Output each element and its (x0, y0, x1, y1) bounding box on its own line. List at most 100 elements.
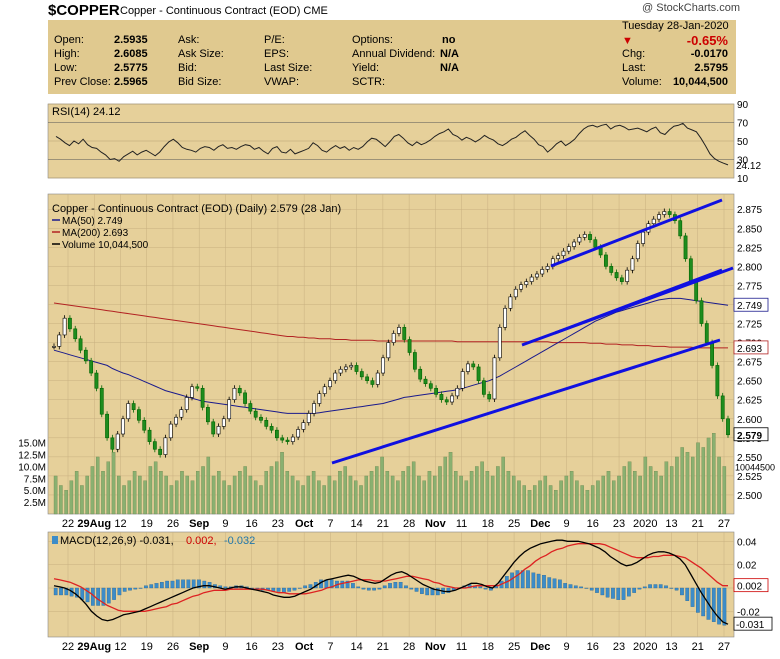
candle-body-122 (699, 300, 704, 324)
volume-bar-11 (111, 452, 116, 515)
macd-hist-bar-10 (106, 587, 111, 604)
candle-body-29 (206, 407, 210, 423)
macd-hist-bar-64 (393, 582, 398, 589)
macd-hist-bar-74 (446, 587, 451, 593)
candle-body-25 (184, 397, 189, 410)
candle-body-67 (407, 339, 412, 353)
macd-hist-bar-72 (435, 587, 440, 596)
candle-body-113 (651, 218, 656, 225)
volume-bar-5 (80, 485, 84, 515)
volume-bar-97 (564, 475, 569, 515)
chg-label: Chg: (622, 48, 646, 60)
quote-date: Tuesday 28-Jan-2020 (622, 20, 729, 32)
macd-x-tick-label-18: Dec (530, 641, 550, 653)
volume-bar-57 (353, 480, 358, 515)
dividend-label: Annual Dividend: (352, 48, 436, 60)
macd-hist-bar-115 (664, 585, 668, 589)
volume-bar-33 (227, 485, 232, 515)
candle-body-97 (566, 246, 571, 252)
candle-body-8 (94, 372, 99, 389)
volume-bar-9 (101, 471, 105, 515)
candle-body-99 (577, 237, 582, 243)
volume-bar-45 (290, 475, 295, 515)
x-tick-label-12: 21 (377, 518, 389, 530)
candle-body-75 (450, 395, 454, 403)
volume-bar-62 (380, 456, 384, 515)
legend-label-1: MA(200) 2.693 (62, 228, 129, 239)
volume-bar-23 (174, 480, 179, 515)
macd-hist-bar-90 (531, 572, 536, 589)
candle-body-52 (328, 380, 332, 388)
macd-hist-bar-19 (154, 583, 159, 589)
macd-hist-bar-110 (637, 587, 642, 590)
volume-bar-24 (180, 471, 184, 515)
volume-bar-108 (622, 466, 627, 515)
macd-hist-bar-1 (59, 587, 63, 596)
volume-bar-34 (232, 475, 237, 515)
candle-body-15 (131, 403, 136, 410)
price-tick-label-14: 2.525 (737, 472, 762, 483)
volume-bar-50 (317, 480, 321, 515)
volume-bar-81 (480, 461, 484, 515)
macd-legend-label-2: -0.032 (224, 535, 255, 547)
candle-body-126 (720, 395, 725, 420)
volume-bar-2 (64, 490, 68, 515)
x-tick-label-4: 26 (167, 518, 179, 530)
candle-body-2 (62, 317, 67, 336)
volume-bar-18 (148, 466, 153, 515)
volume-bar-49 (311, 471, 316, 515)
volume-bar-27 (196, 471, 200, 515)
macd-hist-bar-118 (680, 587, 684, 596)
macd-hist-bar-104 (605, 587, 610, 598)
macd-x-tick-label-7: 16 (246, 641, 258, 653)
volume-bar-20 (159, 471, 163, 515)
volume-bar-31 (217, 471, 221, 515)
pe-label: P/E: (264, 34, 285, 46)
macd-value-label: -0.031 (736, 620, 765, 631)
price-tick-label-11: 2.600 (737, 415, 762, 426)
macd-x-tick-label-22: 2020 (633, 641, 657, 653)
volume-bar-70 (422, 480, 426, 515)
macd-x-tick-label-23: 13 (665, 641, 677, 653)
volume-bar-103 (596, 480, 600, 515)
candle-body-98 (572, 241, 576, 247)
macd-hist-bar-56 (351, 583, 355, 589)
price-tick-label-15: 2.500 (737, 491, 762, 502)
options-value: no (442, 34, 456, 46)
candle-body-55 (343, 366, 348, 370)
macd-x-tick-label-11: 14 (351, 641, 363, 653)
macd-hist-bar-6 (85, 587, 90, 603)
volume-bar-106 (612, 480, 616, 515)
open-label: Open: (54, 34, 84, 46)
macd-hist-bar-80 (478, 586, 483, 589)
candle-body-56 (349, 365, 354, 368)
candle-body-60 (370, 380, 375, 385)
candle-body-57 (354, 365, 359, 372)
yield-value: N/A (440, 62, 459, 74)
volume-bar-75 (448, 452, 453, 515)
volume-bar-1 (59, 485, 63, 515)
volume-bar-84 (496, 466, 500, 515)
rsi-line (55, 122, 729, 166)
x-tick-label-15: 11 (456, 518, 467, 530)
volume-bar-15 (132, 471, 137, 515)
candle-body-92 (540, 269, 545, 275)
macd-hist-bar-109 (632, 587, 637, 593)
candle-body-108 (625, 269, 630, 282)
macd-hist-bar-59 (366, 587, 371, 591)
prevclose-value: 2.5965 (114, 76, 148, 88)
macd-hist-bar-102 (595, 587, 599, 593)
volume-bar-47 (301, 485, 305, 515)
candle-body-104 (604, 254, 608, 267)
macd-hist-bar-44 (287, 587, 292, 592)
macd-x-tick-label-13: 28 (403, 641, 415, 653)
x-tick-label-10: 7 (327, 518, 333, 530)
macd-x-tick-label-16: 18 (482, 641, 494, 653)
volume-bar-43 (280, 452, 284, 515)
volume-bar-35 (238, 471, 242, 515)
macd-hist-bar-28 (202, 580, 207, 589)
candle-body-63 (386, 342, 391, 359)
candle-body-35 (237, 387, 242, 394)
macd-x-tick-label-2: 12 (114, 641, 126, 653)
